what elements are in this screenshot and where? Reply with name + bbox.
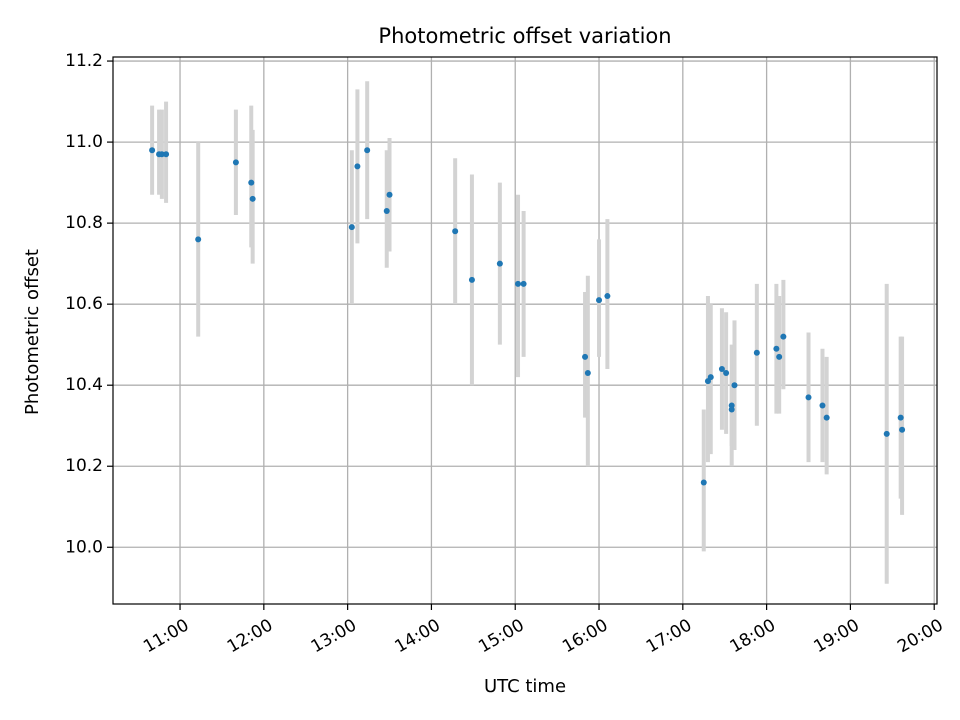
data-point: [773, 345, 780, 352]
data-point: [596, 297, 603, 304]
data-point: [899, 426, 906, 433]
y-tick-label: 10.0: [65, 537, 103, 557]
y-tick-label: 10.2: [65, 456, 103, 476]
y-tick-label: 11.0: [65, 132, 103, 152]
data-point: [723, 370, 730, 377]
data-point: [452, 228, 459, 235]
data-point: [604, 293, 611, 300]
data-point: [582, 353, 589, 360]
data-point: [354, 163, 361, 170]
data-point: [348, 224, 355, 231]
y-tick-label: 10.6: [65, 294, 103, 314]
y-tick-label: 10.8: [65, 213, 103, 233]
data-point: [195, 236, 202, 243]
data-point: [753, 349, 760, 356]
data-point: [520, 280, 527, 287]
y-axis-label: Photometric offset: [22, 249, 43, 415]
data-point: [584, 370, 591, 377]
data-point: [496, 260, 503, 267]
data-point: [249, 195, 256, 202]
data-point: [776, 353, 783, 360]
data-point: [728, 406, 735, 413]
data-point: [232, 159, 239, 166]
data-point: [780, 333, 787, 340]
plot-frame: [112, 56, 938, 605]
data-point: [158, 151, 165, 158]
y-tick-label: 10.4: [65, 375, 103, 395]
data-point: [897, 414, 904, 421]
x-axis-label: UTC time: [484, 676, 566, 697]
data-point: [707, 374, 714, 381]
data-point: [468, 276, 475, 283]
data-point: [163, 151, 170, 158]
data-point: [823, 414, 830, 421]
data-point: [248, 179, 255, 186]
y-tick-label: 11.2: [65, 51, 103, 71]
data-point: [700, 479, 707, 486]
data-points: [149, 147, 906, 486]
data-point: [386, 191, 393, 198]
data-point: [364, 147, 371, 154]
data-point: [819, 402, 826, 409]
data-point: [383, 207, 390, 214]
chart-title: Photometric offset variation: [378, 24, 671, 48]
y-axis-ticks: 10.0 10.2 10.4 10.6 10.8 11.0 11.2: [65, 51, 113, 557]
data-point: [731, 382, 738, 389]
data-point: [515, 280, 522, 287]
data-point: [718, 365, 725, 372]
data-point: [805, 394, 812, 401]
data-point: [883, 430, 890, 437]
data-point: [149, 147, 156, 154]
